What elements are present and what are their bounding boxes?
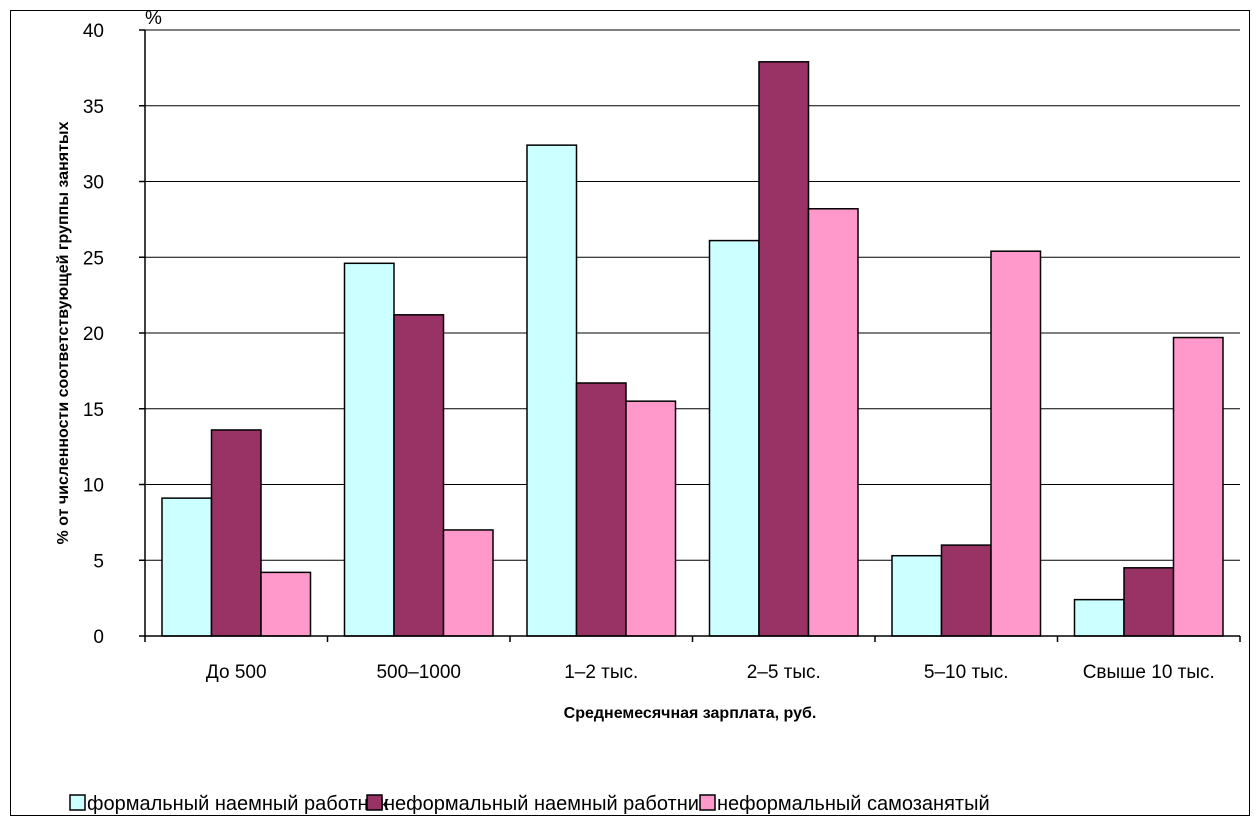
y-tick-label: 25 — [83, 248, 104, 269]
bar — [1123, 567, 1175, 637]
bar — [393, 314, 445, 637]
gridlines — [139, 29, 1240, 637]
y-tick-label: 40 — [83, 21, 104, 42]
legend-label: неформальный наемный работник — [384, 793, 708, 815]
y-axis-title: % от численности соответствующей группы … — [55, 121, 72, 544]
y-tick-label: 35 — [83, 97, 104, 118]
bar — [940, 544, 992, 637]
y-tick-label: 30 — [83, 173, 104, 194]
bar — [343, 262, 395, 637]
bar — [990, 250, 1042, 637]
legend-swatch — [69, 794, 86, 811]
x-tick-label: 5–10 тыс. — [924, 662, 1009, 683]
bar — [260, 571, 312, 637]
bar — [210, 429, 262, 637]
legend-label: формальный наемный работник — [87, 793, 389, 815]
legend: формальный наемный работникнеформальный … — [69, 793, 990, 815]
legend-label: неформальный самозанятый — [717, 793, 990, 815]
bar — [526, 144, 578, 637]
legend-swatch — [699, 794, 716, 811]
bar — [161, 497, 213, 637]
x-tick-label: До 500 — [206, 662, 267, 683]
bars — [161, 61, 1224, 637]
y-tick-label: 5 — [93, 551, 104, 572]
bar — [1172, 336, 1224, 637]
x-tick-label: 2–5 тыс. — [747, 662, 821, 683]
y-tick-label: 15 — [83, 400, 104, 421]
bar — [891, 554, 943, 637]
y-tick-labels: 0 5 10 15 20 25 30 35 40 — [83, 21, 104, 648]
x-tick-label: Свыше 10 тыс. — [1083, 662, 1215, 683]
x-tick-label: 1–2 тыс. — [564, 662, 638, 683]
bar — [575, 382, 627, 637]
x-tick-labels: До 500 500–1000 1–2 тыс. 2–5 тыс. 5–10 тыс. С… — [144, 636, 1241, 683]
x-axis-title: Среднемесячная зарплата, руб. — [564, 705, 817, 722]
bar — [708, 239, 760, 637]
y-tick-label: 20 — [83, 324, 104, 345]
bar — [442, 529, 494, 637]
bar — [807, 208, 859, 637]
y-unit-label: % — [145, 8, 162, 29]
bar — [758, 61, 810, 637]
bar — [625, 400, 677, 637]
y-tick-label: 0 — [93, 627, 104, 648]
legend-swatch — [366, 794, 383, 811]
bar — [1073, 598, 1125, 637]
x-tick-label: 500–1000 — [376, 662, 461, 683]
y-tick-label: 10 — [83, 476, 104, 497]
